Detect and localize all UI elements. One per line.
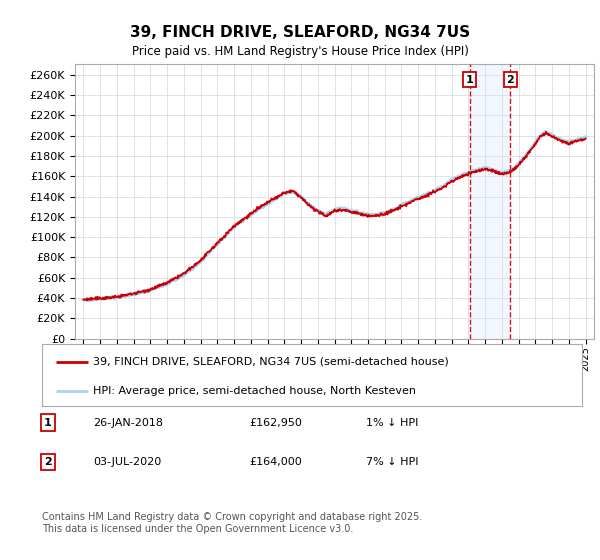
Text: 1% ↓ HPI: 1% ↓ HPI (366, 418, 418, 428)
Text: 2: 2 (506, 74, 514, 85)
Text: 39, FINCH DRIVE, SLEAFORD, NG34 7US (semi-detached house): 39, FINCH DRIVE, SLEAFORD, NG34 7US (sem… (94, 357, 449, 367)
Text: Contains HM Land Registry data © Crown copyright and database right 2025.
This d: Contains HM Land Registry data © Crown c… (42, 512, 422, 534)
Text: 03-JUL-2020: 03-JUL-2020 (93, 457, 161, 467)
Text: £162,950: £162,950 (249, 418, 302, 428)
Text: 2: 2 (44, 457, 52, 467)
Text: 39, FINCH DRIVE, SLEAFORD, NG34 7US: 39, FINCH DRIVE, SLEAFORD, NG34 7US (130, 25, 470, 40)
Bar (470, 64, 511, 339)
Text: 26-JAN-2018: 26-JAN-2018 (93, 418, 163, 428)
Text: £164,000: £164,000 (249, 457, 302, 467)
Text: HPI: Average price, semi-detached house, North Kesteven: HPI: Average price, semi-detached house,… (94, 386, 416, 395)
Text: Price paid vs. HM Land Registry's House Price Index (HPI): Price paid vs. HM Land Registry's House … (131, 45, 469, 58)
Text: 1: 1 (466, 74, 473, 85)
Text: 7% ↓ HPI: 7% ↓ HPI (366, 457, 419, 467)
Text: 1: 1 (44, 418, 52, 428)
